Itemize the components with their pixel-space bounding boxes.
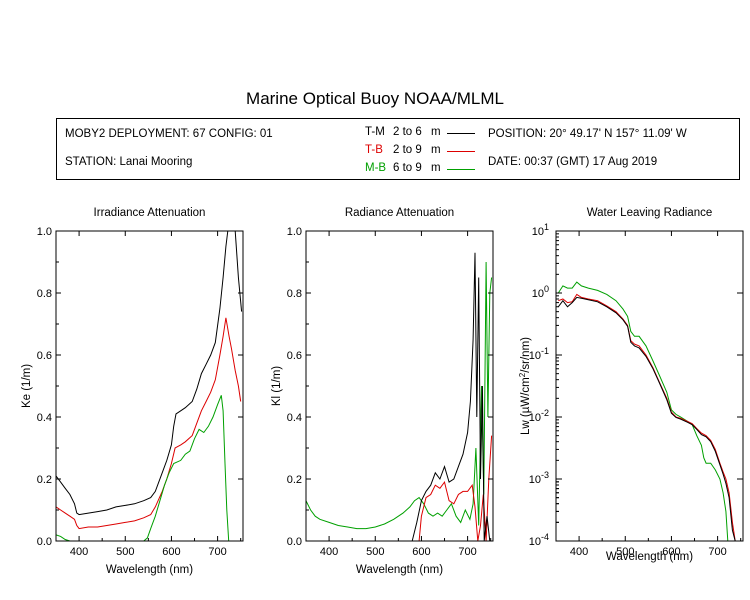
y-tick-label: 10-4 <box>529 532 549 548</box>
series-line-m-b <box>306 261 493 530</box>
chart-panel-2 <box>305 230 494 542</box>
info-box: MOBY2 DEPLOYMENT: 67 CONFIG: 01 STATION:… <box>56 118 740 180</box>
chart-title: Irradiance Attenuation <box>94 207 206 219</box>
legend-code-mb: M-B <box>365 162 387 174</box>
y-tick-label: 0.0 <box>37 536 52 548</box>
chart-panel-3 <box>555 230 744 542</box>
plot-frame <box>555 230 744 542</box>
series-line-m-b <box>557 281 729 541</box>
legend-unit-tm: m <box>431 126 441 138</box>
y-axis-label: Lw (µW/cm2/sr/nm) <box>518 337 532 435</box>
y-tick-label: 1.0 <box>287 226 302 238</box>
series-line-t-m <box>411 252 491 541</box>
y-tick-label: 10-2 <box>529 408 549 424</box>
legend-unit-mb: m <box>431 162 441 174</box>
y-tick-label: 0.6 <box>287 350 302 362</box>
y-axis-label: Ke (1/m) <box>21 364 33 408</box>
chart-panel-1 <box>55 230 244 542</box>
y-tick-label: 0.4 <box>287 412 302 424</box>
legend-code-tb: T-B <box>365 144 383 156</box>
series-line-t-m <box>56 231 243 516</box>
x-tick-label: 500 <box>616 546 634 558</box>
x-axis-label: Wavelength (nm) <box>606 551 693 563</box>
deployment-text: MOBY2 DEPLOYMENT: 67 CONFIG: 01 <box>65 128 273 140</box>
legend-line-tb <box>447 151 475 152</box>
x-tick-label: 700 <box>708 546 726 558</box>
y-axis-label: Kl (1/m) <box>271 366 283 406</box>
series-line-t-b <box>418 435 493 541</box>
x-tick-label: 400 <box>320 546 338 558</box>
chart-title: Water Leaving Radiance <box>587 207 713 219</box>
legend-code-tm: T-M <box>365 126 385 138</box>
legend-unit-tb: m <box>431 144 441 156</box>
x-tick-label: 600 <box>662 546 680 558</box>
figure-title: Marine Optical Buoy NOAA/MLML <box>246 89 504 108</box>
position-text: POSITION: 20° 49.17' N 157° 11.09' W <box>488 128 687 140</box>
x-tick-label: 600 <box>162 546 180 558</box>
series-line-t-m <box>557 296 736 541</box>
x-tick-label: 500 <box>116 546 134 558</box>
x-tick-label: 400 <box>570 546 588 558</box>
y-tick-label: 0.2 <box>287 474 302 486</box>
y-tick-label: 0.8 <box>287 288 302 300</box>
station-text: STATION: Lanai Mooring <box>65 156 193 168</box>
y-tick-label: 0.6 <box>37 350 52 362</box>
plot-frame <box>305 230 494 542</box>
y-tick-label: 0.8 <box>37 288 52 300</box>
x-tick-label: 700 <box>458 546 476 558</box>
plot-frame <box>55 230 244 542</box>
y-tick-label: 10-1 <box>529 346 549 362</box>
y-tick-label: 0.0 <box>287 536 302 548</box>
y-tick-label: 101 <box>532 222 549 238</box>
x-tick-label: 500 <box>366 546 384 558</box>
legend-range-tm: 2 to 6 <box>393 126 422 138</box>
legend-line-mb <box>447 169 475 170</box>
y-tick-label: 0.4 <box>37 412 52 424</box>
x-axis-label: Wavelength (nm) <box>356 564 443 576</box>
x-tick-label: 600 <box>412 546 430 558</box>
legend-range-mb: 6 to 9 <box>393 162 422 174</box>
y-tick-label: 0.2 <box>37 474 52 486</box>
x-tick-label: 400 <box>70 546 88 558</box>
series-line-t-b <box>56 317 242 530</box>
y-tick-label: 1.0 <box>37 226 52 238</box>
x-axis-label: Wavelength (nm) <box>106 564 193 576</box>
y-tick-label: 10-3 <box>529 470 549 486</box>
legend-line-tm <box>447 133 475 134</box>
y-tick-label: 100 <box>532 284 549 300</box>
series-line-t-b <box>558 293 736 541</box>
date-text: DATE: 00:37 (GMT) 17 Aug 2019 <box>488 156 658 168</box>
series-line-m-b <box>56 395 234 541</box>
legend-range-tb: 2 to 9 <box>393 144 422 156</box>
x-tick-label: 700 <box>208 546 226 558</box>
chart-title: Radiance Attenuation <box>345 207 454 219</box>
